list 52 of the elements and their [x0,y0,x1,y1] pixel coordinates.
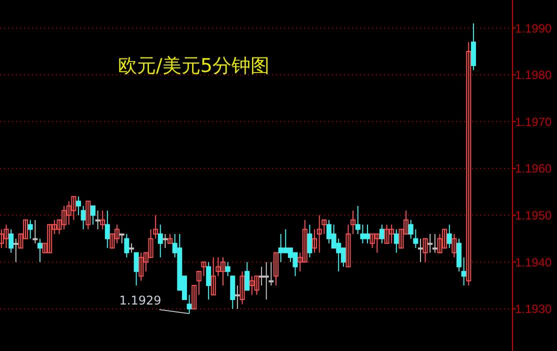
candlestick [461,256,466,286]
candlestick [244,262,250,291]
candlestick [37,238,42,263]
candlestick [346,224,351,268]
y-tick-label: 1.1990 [515,21,552,36]
candlestick [312,228,318,254]
candlestick [273,252,278,286]
candlestick [186,294,192,314]
candlestick [158,224,163,258]
candlestick [456,238,462,272]
candlestick [470,22,476,71]
candlestick [350,210,356,234]
candlestick [124,234,130,258]
candlestick [422,238,428,263]
candlestick [76,196,82,216]
text: 欧元/美元5分钟图 [118,55,270,77]
y-tick-label: 1.1960 [515,162,552,176]
y-tick-label: 1.1980 [515,68,552,82]
candlestick [90,205,96,226]
candlestick [428,234,433,254]
candlestick [162,234,168,249]
annotation: 1.1929 [119,294,162,308]
y-tick-label: 1.1940 [515,255,552,270]
candlestick [100,210,106,230]
candlestick [432,234,438,254]
candlestick [8,228,14,254]
candlestick [394,228,399,254]
candlestick [452,234,457,258]
candlestick [119,234,124,244]
candlestick [80,205,86,230]
candlestick [206,262,212,300]
candlestick [13,238,18,263]
candlestick [32,219,38,244]
candlestick [86,200,91,230]
candlestick [134,252,139,286]
y-tick-label: 1.1930 [515,302,552,316]
candlestick [95,210,100,230]
candlestick [234,284,240,310]
candlestick [192,284,197,310]
y-tick-label: 1.1950 [515,208,552,222]
candlestick [28,219,33,240]
candlestick [128,242,134,254]
candlestick [379,224,384,244]
candlestick [446,224,452,249]
candlestick [418,238,423,263]
candlestick [240,270,245,305]
candlestick [168,234,173,244]
candlestick [307,224,312,258]
candlestick [104,210,110,249]
candlestick [466,42,472,286]
y-tick-label: 1.1970 [515,114,552,129]
candlestick [4,224,9,249]
